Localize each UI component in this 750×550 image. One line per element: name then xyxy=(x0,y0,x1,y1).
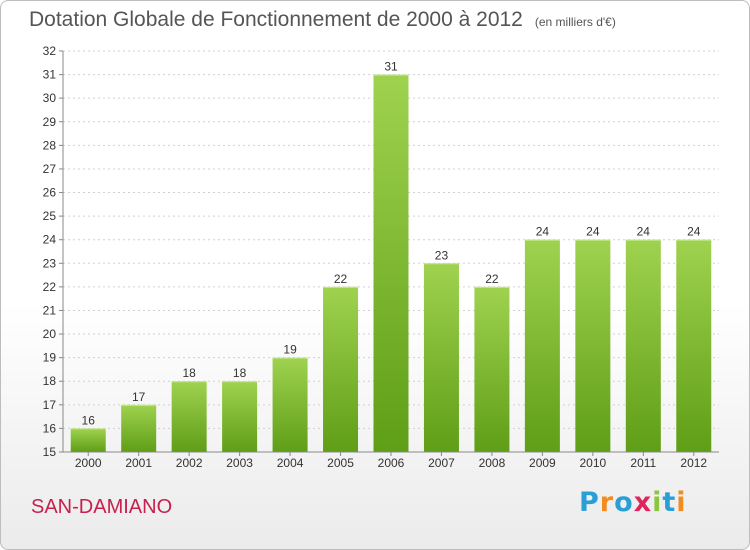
bar-2004 xyxy=(272,357,308,452)
y-tick-label: 24 xyxy=(43,233,57,247)
y-tick-label: 16 xyxy=(43,421,57,435)
bar-2009 xyxy=(524,239,560,452)
bar-2000 xyxy=(70,428,106,452)
bar-2005 xyxy=(323,286,359,452)
y-tick-label: 19 xyxy=(43,351,57,365)
data-label-2006: 31 xyxy=(384,60,398,74)
proxiti-logo: Proxiti xyxy=(579,487,687,518)
data-label-2000: 16 xyxy=(82,413,96,427)
bar-2007 xyxy=(423,263,459,452)
bar-2006 xyxy=(373,74,409,453)
data-label-2012: 24 xyxy=(687,225,701,239)
y-tick-label: 20 xyxy=(43,327,57,341)
chart-title-block: Dotation Globale de Fonctionnement de 20… xyxy=(29,8,616,32)
x-tick-label: 2003 xyxy=(226,456,253,470)
logo-letter: P xyxy=(579,487,600,518)
bar-2008 xyxy=(474,286,510,452)
commune-name: SAN-DAMIANO xyxy=(31,496,173,518)
y-tick-label: 31 xyxy=(43,68,57,82)
y-tick-label: 18 xyxy=(43,374,57,388)
bar-2012 xyxy=(676,239,712,452)
y-tick-label: 30 xyxy=(43,91,57,105)
data-label-2001: 17 xyxy=(132,390,146,404)
y-tick-label: 21 xyxy=(43,303,57,317)
bar-2001 xyxy=(121,404,157,452)
logo-letter: i xyxy=(652,487,663,518)
chart-subtitle: (en milliers d'€) xyxy=(534,15,616,29)
x-tick-label: 2008 xyxy=(479,456,506,470)
x-tick-label: 2007 xyxy=(428,456,455,470)
logo-letter: r xyxy=(599,487,615,518)
x-tick-label: 2009 xyxy=(529,456,556,470)
data-label-2007: 23 xyxy=(435,248,449,262)
data-label-2011: 24 xyxy=(637,225,651,239)
y-tick-label: 17 xyxy=(43,398,57,412)
y-tick-label: 27 xyxy=(43,162,57,176)
x-tick-label: 2012 xyxy=(680,456,707,470)
logo-letter: o xyxy=(614,487,634,518)
y-tick-label: 23 xyxy=(43,256,57,270)
x-tick-label: 2000 xyxy=(75,456,102,470)
x-tick-label: 2004 xyxy=(277,456,304,470)
y-tick-label: 32 xyxy=(43,44,57,58)
logo-letter: x xyxy=(633,487,653,518)
bar-2002 xyxy=(171,381,207,452)
logo-letter: t xyxy=(662,487,677,518)
y-tick-label: 28 xyxy=(43,138,57,152)
y-tick-label: 26 xyxy=(43,186,57,200)
labels: 15 16 17 18 19 20 21 22 23 24 25 26 27 28 29 30 31 32 16 20… xyxy=(43,44,708,470)
y-tick-label: 29 xyxy=(43,115,57,129)
x-tick-label: 2010 xyxy=(579,456,606,470)
data-label-2005: 22 xyxy=(334,272,348,286)
axes xyxy=(59,50,719,456)
data-label-2003: 18 xyxy=(233,366,247,380)
data-label-2009: 24 xyxy=(536,225,550,239)
x-tick-label: 2005 xyxy=(327,456,354,470)
x-tick-label: 2006 xyxy=(378,456,405,470)
bar-2011 xyxy=(625,239,661,452)
x-tick-label: 2002 xyxy=(176,456,203,470)
chart-title: Dotation Globale de Fonctionnement de 20… xyxy=(29,8,523,31)
y-tick-label: 22 xyxy=(43,280,57,294)
x-tick-label: 2011 xyxy=(630,456,656,470)
y-tick-label: 25 xyxy=(43,209,57,223)
bars xyxy=(70,74,712,453)
bar-2010 xyxy=(575,239,611,452)
y-tick-label: 15 xyxy=(43,445,57,459)
bar-2003 xyxy=(222,381,258,452)
data-label-2002: 18 xyxy=(182,366,196,380)
data-label-2008: 22 xyxy=(485,272,499,286)
x-tick-label: 2001 xyxy=(125,456,152,470)
data-label-2004: 19 xyxy=(283,343,297,357)
data-label-2010: 24 xyxy=(586,225,600,239)
logo-letter: i xyxy=(676,487,687,518)
